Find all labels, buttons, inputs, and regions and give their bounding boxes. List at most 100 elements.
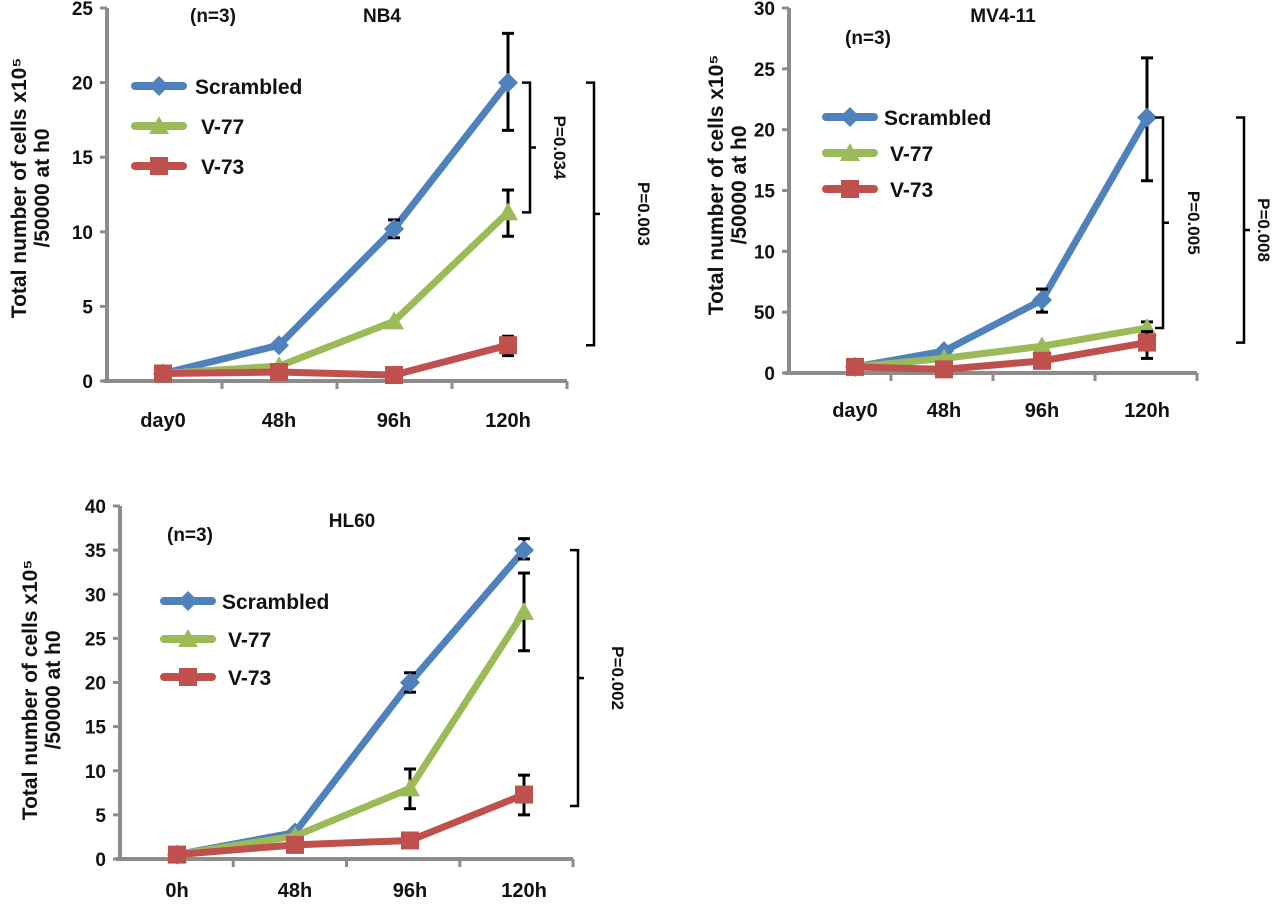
data-point: [515, 785, 533, 804]
data-point: [269, 335, 289, 356]
bracket-line: [586, 81, 596, 347]
y-axis-label-line2: /50000 at h0: [728, 125, 751, 244]
y-tick-label: 20: [72, 74, 93, 95]
legend-item-scrambled: Scrambled: [822, 107, 991, 130]
chart-panel-mv4-11: 0 50 10 15 20 25 30 day0 48h 96h 120h MV4-11 (n=3) To…: [705, 0, 1273, 422]
y-tick-label: 10: [85, 762, 106, 783]
legend-label: V-77: [890, 143, 933, 166]
significance-bracket: P=0.003: [586, 81, 653, 347]
y-tick-label: 35: [85, 541, 107, 562]
x-tick-label: 48h: [927, 400, 961, 422]
y-tick-label: 20: [754, 121, 775, 142]
bracket-line: [570, 548, 580, 808]
data-point: [846, 357, 864, 376]
series-line: [851, 114, 1151, 371]
data-point: [1032, 290, 1052, 310]
y-tick-label: 25: [72, 0, 94, 20]
legend-item-v-73: V-73: [822, 179, 933, 202]
data-point: [168, 845, 186, 864]
y-tick-label: 10: [754, 242, 775, 263]
significance-bracket: P=0.034: [522, 81, 569, 214]
data-point: [384, 218, 404, 239]
y-tick-label: 30: [754, 0, 775, 20]
y-tick-label: 0: [95, 850, 106, 871]
legend-marker: [150, 157, 168, 175]
series-line: [851, 324, 1151, 371]
y-axis-label: Total number of cells x10⁵: [19, 560, 42, 820]
y-axis-label: Total number of cells x10⁵: [8, 58, 31, 318]
x-tick-label: 96h: [393, 880, 427, 902]
y-tick-label: 0: [82, 372, 93, 393]
legend-marker: [179, 668, 197, 686]
y-axis-label-line2: /50000 at h0: [31, 128, 54, 247]
data-point: [385, 366, 403, 385]
data-point: [1137, 107, 1157, 128]
y-tick-label: 10: [72, 223, 93, 244]
chart-title: HL60: [329, 511, 375, 532]
data-point: [498, 72, 518, 93]
y-tick-label: 5: [82, 297, 93, 318]
data-point: [499, 336, 517, 355]
series-v-77: [167, 571, 534, 863]
y-tick-label: 40: [85, 497, 106, 518]
legend-label: Scrambled: [195, 76, 302, 99]
data-point: [498, 202, 518, 221]
p-value-label: P=0.034: [550, 116, 569, 180]
y-tick-label: 5: [95, 806, 106, 827]
y-tick-label: 15: [72, 148, 94, 169]
x-tick-label: day0: [832, 400, 878, 422]
x-tick-label: 96h: [377, 410, 411, 432]
x-tick-label: 48h: [278, 880, 312, 902]
legend-item-v-77: V-77: [160, 629, 271, 652]
series-line: [173, 608, 528, 859]
y-axis-label-line2: /50000 at h0: [42, 630, 65, 749]
y-tick-label: 15: [754, 182, 776, 203]
y-tick-label: 30: [85, 585, 106, 606]
x-tick-label: 120h: [501, 880, 547, 902]
legend-item-scrambled: Scrambled: [131, 76, 302, 99]
series-scrambled: [153, 31, 518, 384]
legend-marker: [178, 591, 198, 611]
sample-size-annotation: (n=3): [167, 525, 213, 546]
data-point: [384, 311, 404, 330]
x-tick-label: 120h: [1124, 400, 1170, 422]
data-point: [154, 364, 172, 383]
data-point: [514, 540, 534, 561]
legend-label: V-73: [228, 667, 271, 690]
y-tick-label: 50: [754, 303, 775, 324]
x-tick-label: 120h: [485, 410, 531, 432]
legend-label: V-77: [201, 116, 244, 139]
y-tick-label: 0: [764, 364, 775, 385]
y-tick-label: 20: [85, 674, 106, 695]
legend-marker: [149, 116, 169, 134]
chart-title: NB4: [363, 6, 401, 27]
y-tick-label: 25: [85, 629, 107, 650]
x-tick-label: 0h: [165, 880, 188, 902]
legend-marker: [840, 143, 860, 161]
data-point: [270, 363, 288, 382]
legend-marker: [178, 629, 198, 647]
data-point: [935, 360, 953, 379]
legend-label: V-73: [890, 179, 933, 202]
legend-item-v-77: V-77: [822, 143, 933, 166]
legend-item-v-77: V-77: [131, 116, 244, 139]
chart-panel-nb4: 0 5 10 15 20 25 day0 48h 96h 120h NB4 (n=3) Total nu…: [8, 0, 653, 432]
series-line: [159, 79, 512, 378]
y-tick-label: 15: [85, 718, 107, 739]
legend-item-v-73: V-73: [131, 156, 244, 179]
significance-bracket: P=0.008: [1236, 116, 1273, 344]
y-tick-label: 25: [754, 60, 776, 81]
data-point: [286, 835, 304, 854]
series-v-73: [846, 330, 1156, 379]
bracket-line: [522, 81, 532, 214]
legend-marker: [149, 76, 169, 96]
legend-label: Scrambled: [884, 107, 991, 130]
series-scrambled: [845, 56, 1157, 377]
legend-item-v-73: V-73: [160, 667, 271, 690]
p-value-label: P=0.003: [634, 182, 653, 246]
data-point: [400, 672, 420, 693]
data-point: [400, 778, 420, 797]
chart-title: MV4-11: [970, 6, 1036, 27]
sample-size-annotation: (n=3): [190, 6, 236, 27]
legend-marker: [841, 180, 859, 198]
